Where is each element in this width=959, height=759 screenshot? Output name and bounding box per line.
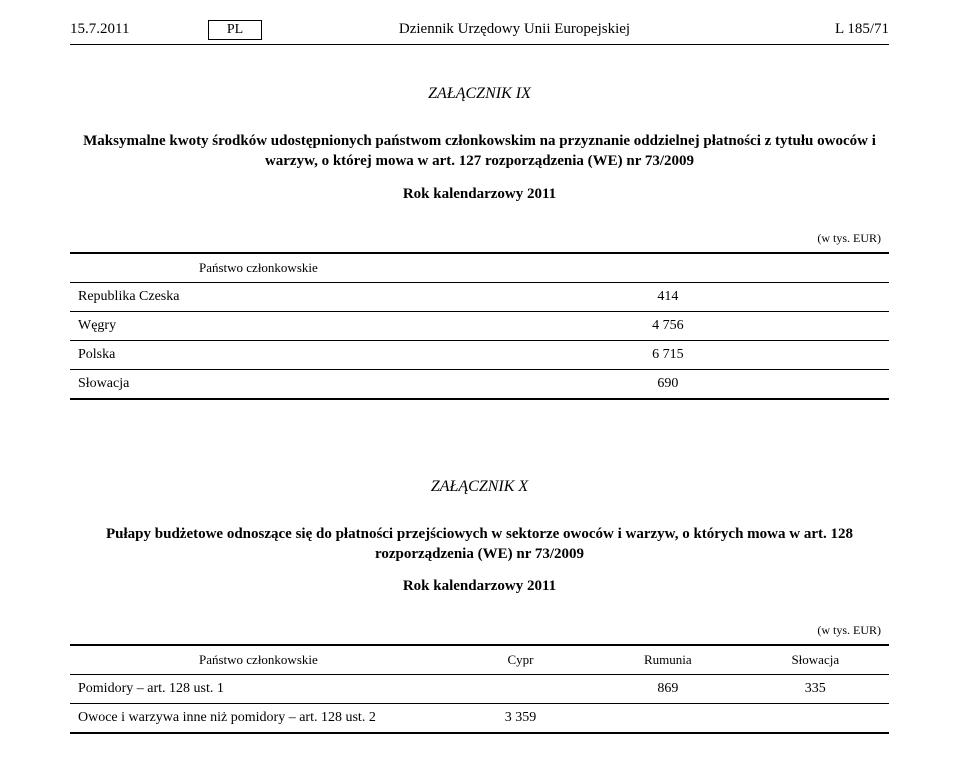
annex10-row-value bbox=[594, 704, 741, 734]
annex10-col-header-0: Państwo członkowskie bbox=[70, 645, 447, 675]
annex10-row-value: 869 bbox=[594, 675, 741, 704]
annex9-col-header-empty bbox=[447, 253, 889, 283]
page-header: 15.7.2011 PL Dziennik Urzędowy Unii Euro… bbox=[70, 20, 889, 45]
header-lang-wrap: PL bbox=[200, 20, 270, 40]
annex9-table: (w tys. EUR) Państwo członkowskie Republ… bbox=[70, 225, 889, 400]
annex10-label: ZAŁĄCZNIK X bbox=[70, 478, 889, 496]
annex10-table: (w tys. EUR) Państwo członkowskie Cypr R… bbox=[70, 617, 889, 734]
annex9-label: ZAŁĄCZNIK IX bbox=[70, 85, 889, 103]
annex9-row-value: 6 715 bbox=[447, 340, 889, 369]
header-date: 15.7.2011 bbox=[70, 21, 200, 38]
annex10-col-header-2: Rumunia bbox=[594, 645, 741, 675]
annex10-row-label: Owoce i warzywa inne niż pomidory – art.… bbox=[70, 704, 447, 734]
header-journal: Dziennik Urzędowy Unii Europejskiej bbox=[270, 21, 759, 38]
annex9-col-header: Państwo członkowskie bbox=[70, 253, 447, 283]
annex9-row-label: Republika Czeska bbox=[70, 282, 447, 311]
annex10-row-value bbox=[447, 675, 594, 704]
header-lang: PL bbox=[208, 20, 262, 40]
annex9-subcaption: Rok kalendarzowy 2011 bbox=[70, 186, 889, 203]
annex9-row-value: 690 bbox=[447, 369, 889, 399]
annex9-unit: (w tys. EUR) bbox=[70, 225, 889, 253]
annex10-row-label: Pomidory – art. 128 ust. 1 bbox=[70, 675, 447, 704]
annex10-caption: Pułapy budżetowe odnoszące się do płatno… bbox=[70, 524, 889, 565]
annex9-row-value: 4 756 bbox=[447, 311, 889, 340]
annex9-row-label: Węgry bbox=[70, 311, 447, 340]
annex9-caption: Maksymalne kwoty środków udostępnionych … bbox=[70, 131, 889, 172]
annex10-row-value: 335 bbox=[742, 675, 889, 704]
annex9-row-value: 414 bbox=[447, 282, 889, 311]
header-page-number: L 185/71 bbox=[759, 21, 889, 38]
annex10-row-value: 3 359 bbox=[447, 704, 594, 734]
annex10-col-header-3: Słowacja bbox=[742, 645, 889, 675]
annex10-row-value bbox=[742, 704, 889, 734]
annex10-subcaption: Rok kalendarzowy 2011 bbox=[70, 578, 889, 595]
annex9-row-label: Słowacja bbox=[70, 369, 447, 399]
annex9-row-label: Polska bbox=[70, 340, 447, 369]
annex10-col-header-1: Cypr bbox=[447, 645, 594, 675]
annex10-unit: (w tys. EUR) bbox=[70, 617, 889, 645]
